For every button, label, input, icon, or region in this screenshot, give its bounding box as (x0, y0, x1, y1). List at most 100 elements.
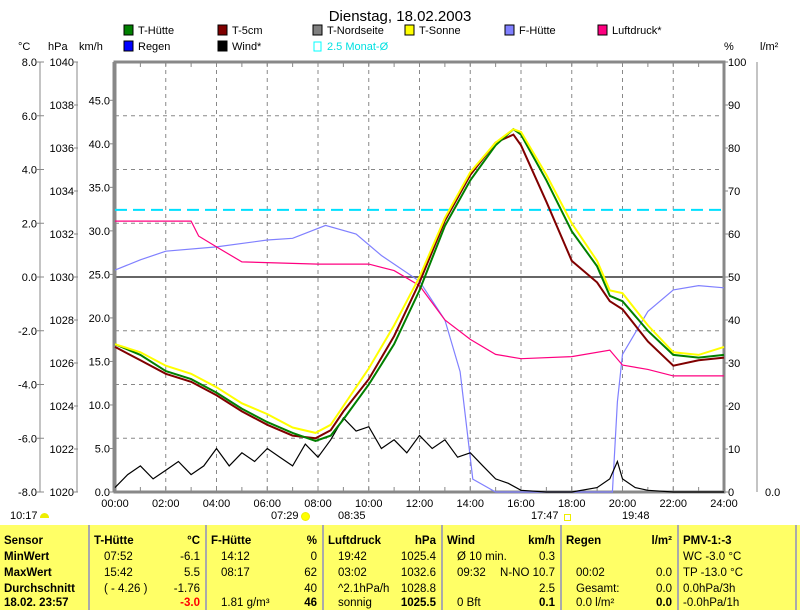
tick-hpa: 1026 (50, 358, 74, 370)
luft-label-0: 19:42 (338, 551, 367, 563)
pmv-value-0: WC -3.0 °C (683, 551, 742, 563)
luft-label-3: sonnig (338, 597, 372, 609)
tick-kmh: 40.0 (89, 139, 110, 151)
moon-icon (564, 514, 571, 521)
col-fhuette: F-Hütte% 14:12 0 08:17 62 40 1.81 g/m³ 46 (207, 525, 324, 610)
tick-kmh: 30.0 (89, 226, 110, 238)
regen-value-1: 0.0 (656, 567, 672, 579)
col-luft: Luftdruck hPa 19:42 1025.4 03:02 1032.6 ^2.1hP… (324, 525, 443, 610)
luft-label-2: ^2.1hPa/h (338, 583, 390, 595)
tick-kmh: 20.0 (89, 313, 110, 325)
luft-value-3: 1025.5 (400, 597, 436, 609)
series-t-5cm (114, 133, 725, 440)
tick-hpa: 1032 (50, 229, 74, 241)
unit-regen: l/m² (651, 535, 672, 547)
event-time-4: 19:48 (622, 510, 650, 522)
legend-item: F-Hütte (504, 24, 556, 37)
tick-x: 20:00 (609, 498, 637, 510)
unit-celsius: °C (18, 41, 30, 53)
pmv-value-3: -0.0hPa/1h (683, 597, 740, 609)
unit-hpa: hPa (48, 41, 68, 53)
tick-kmh: 15.0 (89, 356, 110, 368)
legend-item: Regen (123, 40, 170, 53)
unit-rain: l/m² (760, 41, 779, 53)
tick-celsius: 0.0 (22, 272, 37, 284)
tick-hpa: 1028 (50, 315, 74, 327)
thuette-value-2: -1.76 (173, 583, 200, 595)
tick-x: 16:00 (507, 498, 535, 510)
tick-percent: 60 (728, 229, 740, 241)
event-time-left: 10:17 (10, 510, 38, 522)
legend-swatch (123, 40, 134, 52)
wind-value-0: 0.3 (539, 551, 555, 563)
row-label-max: MaxWert (4, 567, 52, 579)
legend-item: T-5cm (217, 24, 263, 37)
tick-hpa: 1038 (50, 100, 74, 112)
row-label-min: MinWert (4, 551, 50, 563)
unit-thuette: °C (187, 535, 200, 547)
unit-fhuette: % (306, 535, 317, 547)
fhuette-label-0: 14:12 (221, 551, 250, 563)
tick-celsius: 6.0 (22, 111, 37, 123)
stats-table: Sensor MinWert MaxWert Durchschnitt 18.0… (0, 525, 800, 610)
legend-swatch (217, 40, 228, 52)
series-t-sonne (114, 128, 725, 434)
header-luft: Luftdruck (328, 535, 382, 547)
legend-swatch (504, 24, 515, 36)
legend-swatch (313, 41, 322, 52)
fhuette-value-3: 46 (304, 597, 317, 609)
header-sensor: Sensor (4, 535, 43, 547)
col-pmv: PMV-1:-3 WC -3.0 °C TP -13.0 °C 0.0hPa/3h -0… (679, 525, 797, 610)
tick-kmh: 5.0 (95, 443, 110, 455)
wind-label-1: 09:32 (457, 567, 486, 579)
legend-swatch (217, 24, 228, 36)
tick-percent: 100 (728, 57, 746, 69)
unit-luft: hPa (414, 535, 436, 547)
tick-percent: 90 (728, 100, 740, 112)
wind-label-0: Ø 10 min. (457, 551, 507, 563)
legend-label: Luftdruck* (612, 25, 662, 37)
tick-percent: 50 (728, 272, 740, 284)
thuette-value-1: 5.5 (184, 567, 200, 579)
cloud-icon (40, 513, 49, 518)
tick-celsius: 2.0 (22, 218, 37, 230)
header-thuette: T-Hütte (94, 535, 134, 547)
series-luftdruck- (115, 220, 724, 377)
tick-x: 12:00 (406, 498, 434, 510)
series-wind- (114, 417, 724, 493)
tick-kmh: 0.0 (95, 487, 110, 499)
legend-item: Luftdruck* (597, 24, 662, 37)
tick-celsius: 4.0 (22, 165, 37, 177)
luft-value-1: 1032.6 (400, 567, 436, 579)
tick-x: 02:00 (152, 498, 180, 510)
wind-value-2: 2.5 (539, 583, 555, 595)
tick-hpa: 1030 (50, 272, 74, 284)
tick-x: 22:00 (659, 498, 687, 510)
tick-percent: 80 (728, 143, 740, 155)
tick-celsius: 8.0 (22, 57, 37, 69)
legend-label: F-Hütte (519, 25, 556, 37)
tick-x: 08:00 (304, 498, 332, 510)
thuette-label-1: 15:42 (104, 567, 133, 579)
tick-percent: 10 (728, 444, 740, 456)
fhuette-value-1: 62 (304, 567, 317, 579)
tick-x: 18:00 (558, 498, 586, 510)
tick-percent: 20 (728, 401, 740, 413)
legend-label: Regen (138, 41, 170, 53)
tick-celsius: -4.0 (18, 380, 37, 392)
regen-label-3: 0.0 l/m² (576, 597, 615, 609)
tick-percent: 0 (728, 487, 734, 499)
regen-value-2: 0.0 (656, 583, 672, 595)
tick-kmh: 35.0 (89, 182, 110, 194)
chart-title: Dienstag, 18.02.2003 (329, 8, 472, 25)
tick-percent: 70 (728, 186, 740, 198)
tick-hpa: 1040 (50, 57, 74, 69)
legend-label: T-Sonne (419, 25, 461, 37)
header-regen: Regen (566, 535, 602, 547)
col-sensor: Sensor MinWert MaxWert Durchschnitt 18.0… (0, 525, 90, 610)
fhuette-value-0: 0 (310, 551, 317, 563)
legend-label: T-Nordseite (327, 25, 384, 37)
legend-label: T-5cm (232, 25, 263, 37)
tick-kmh: 25.0 (89, 269, 110, 281)
